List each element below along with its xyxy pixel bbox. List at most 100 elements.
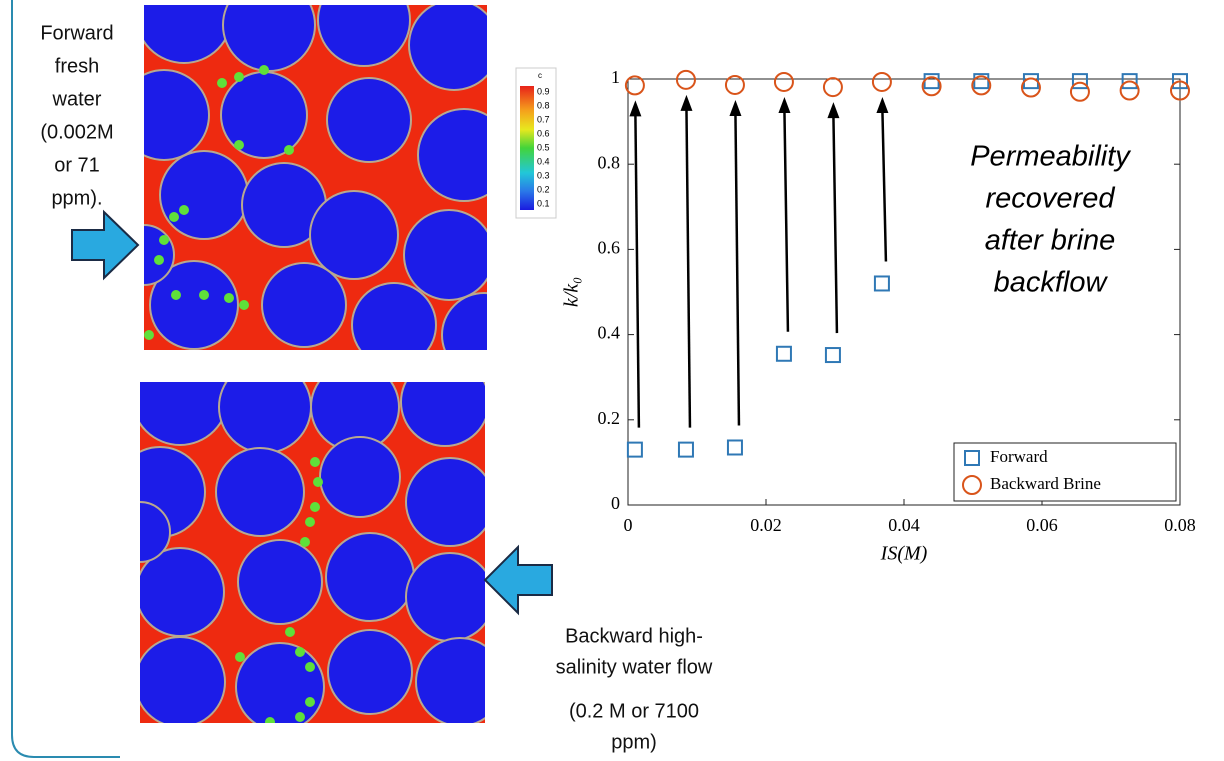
point xyxy=(873,73,891,91)
grain xyxy=(262,263,346,347)
grain xyxy=(404,210,494,300)
colorbar-label: 0.2 xyxy=(537,184,550,194)
deposit xyxy=(295,647,305,657)
point xyxy=(728,440,742,454)
point xyxy=(777,347,791,361)
forward-note: ppm). xyxy=(51,187,102,209)
colorbar-label: 0.1 xyxy=(537,198,550,208)
grain xyxy=(132,349,228,445)
colorbar-label: 0.9 xyxy=(537,86,550,96)
y-tick-label: 0.8 xyxy=(598,152,621,172)
deposit xyxy=(224,293,234,303)
recovery-arrow xyxy=(735,114,739,426)
grain xyxy=(418,109,510,201)
colorbar-label: 0.6 xyxy=(537,128,550,138)
slide-border xyxy=(12,0,120,757)
deposit xyxy=(310,457,320,467)
annotation: backflow xyxy=(994,267,1109,299)
forward-note: or 71 xyxy=(54,154,100,176)
backward-note: salinity water flow xyxy=(556,656,713,678)
deposit xyxy=(305,662,315,672)
y-tick-label: 1 xyxy=(611,67,620,87)
point xyxy=(826,348,840,362)
forward-note: water xyxy=(52,88,102,110)
deposit xyxy=(171,290,181,300)
slide: 00.020.040.060.0800.20.40.60.81IS(M)k/k₀… xyxy=(0,0,1224,761)
grain xyxy=(401,358,489,446)
grain xyxy=(236,643,324,731)
x-tick-label: 0 xyxy=(624,515,633,535)
grain xyxy=(442,293,526,377)
forward-note: (0.002M xyxy=(40,121,113,143)
deposit xyxy=(284,145,294,155)
point xyxy=(824,78,842,96)
deposit xyxy=(159,235,169,245)
backward-note: Backward high- xyxy=(565,625,703,647)
deposit xyxy=(295,712,305,722)
grain xyxy=(406,458,494,546)
deposit xyxy=(234,140,244,150)
simulation-image-backward xyxy=(110,349,504,731)
legend-label: Backward Brine xyxy=(990,474,1101,493)
recovery-arrow xyxy=(784,111,788,332)
recovery-arrowhead xyxy=(876,97,888,113)
y-tick-label: 0 xyxy=(611,493,620,513)
grain xyxy=(110,502,170,562)
grain xyxy=(238,540,322,624)
deposit xyxy=(310,502,320,512)
grain xyxy=(352,283,436,367)
point xyxy=(679,443,693,457)
point xyxy=(1071,83,1089,101)
simulation-image-forward xyxy=(114,0,526,377)
annotation: after brine xyxy=(985,225,1116,257)
grain xyxy=(416,638,504,726)
colorbar-label: 0.3 xyxy=(537,170,550,180)
x-tick-label: 0.02 xyxy=(750,515,782,535)
arrow-backward xyxy=(485,547,552,613)
annotation: recovered xyxy=(986,183,1116,215)
recovery-arrowhead xyxy=(680,95,692,111)
deposit xyxy=(285,627,295,637)
point xyxy=(677,71,695,89)
point xyxy=(775,73,793,91)
deposit xyxy=(179,205,189,215)
colorbar-label: 0.8 xyxy=(537,100,550,110)
recovery-arrow xyxy=(833,116,837,333)
deposit xyxy=(235,652,245,662)
deposit xyxy=(169,212,179,222)
recovery-arrowhead xyxy=(629,100,641,116)
grain xyxy=(320,437,400,517)
grain xyxy=(221,72,307,158)
point xyxy=(628,443,642,457)
x-tick-label: 0.04 xyxy=(888,515,920,535)
deposit xyxy=(305,697,315,707)
x-axis-label: IS(M) xyxy=(880,543,928,565)
grain xyxy=(219,361,311,453)
deposit xyxy=(217,78,227,88)
recovery-arrowhead xyxy=(827,102,839,118)
annotation: Permeability xyxy=(970,141,1131,173)
deposit xyxy=(239,300,249,310)
deposit xyxy=(199,290,209,300)
forward-note: fresh xyxy=(55,55,99,77)
recovery-arrowhead xyxy=(778,97,790,113)
y-tick-label: 0.4 xyxy=(598,323,621,343)
backward-note: ppm) xyxy=(611,731,657,753)
deposit xyxy=(144,330,154,340)
point xyxy=(925,74,939,88)
colorbar xyxy=(520,86,534,210)
forward-note: Forward xyxy=(40,22,113,44)
point xyxy=(1073,74,1087,88)
grain xyxy=(406,553,494,641)
grain xyxy=(216,448,304,536)
deposit xyxy=(259,65,269,75)
point xyxy=(875,276,889,290)
deposit xyxy=(300,537,310,547)
colorbar-label: 0.4 xyxy=(537,156,550,166)
arrow-forward xyxy=(72,212,138,278)
x-tick-label: 0.06 xyxy=(1026,515,1058,535)
backward-note: (0.2 M or 7100 xyxy=(569,700,699,722)
y-tick-label: 0.6 xyxy=(598,238,621,258)
grain xyxy=(310,191,398,279)
